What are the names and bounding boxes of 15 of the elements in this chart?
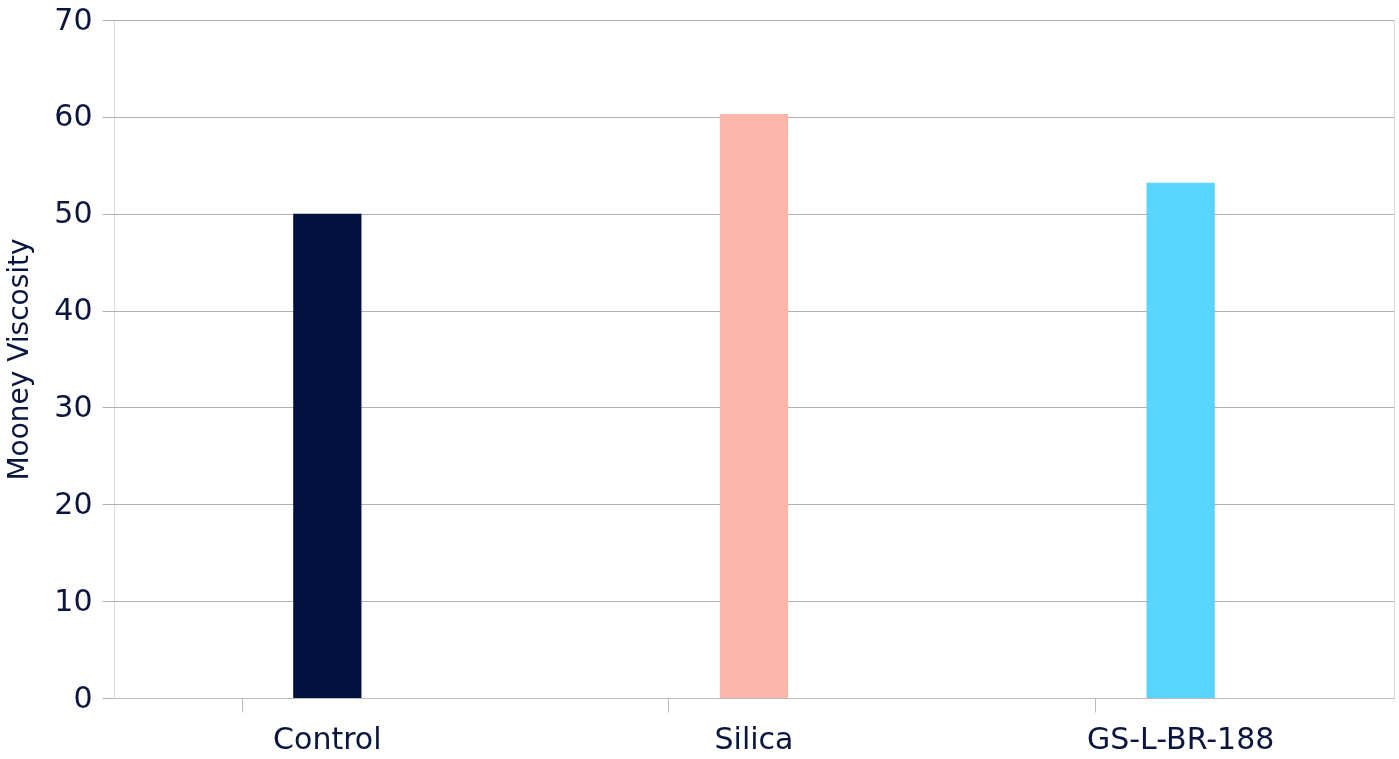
y-tick-label: 0	[73, 679, 93, 715]
x-tick-label: Control	[273, 720, 382, 756]
bar	[719, 113, 789, 698]
bar	[293, 213, 362, 698]
x-tick-label: Silica	[714, 720, 794, 756]
bar	[1146, 182, 1215, 698]
y-tick-label: 30	[54, 388, 93, 424]
x-tick-label: GS-L-BR-188	[1086, 720, 1275, 756]
y-tick-label: 60	[54, 98, 93, 134]
y-tick-label: 40	[54, 292, 93, 328]
y-tick-label: 70	[54, 1, 93, 37]
y-tick-label: 20	[54, 485, 93, 521]
y-tick-label: 50	[54, 195, 93, 231]
y-tick-label: 10	[54, 582, 93, 618]
y-axis-title: Mooney Viscosity	[2, 238, 36, 481]
